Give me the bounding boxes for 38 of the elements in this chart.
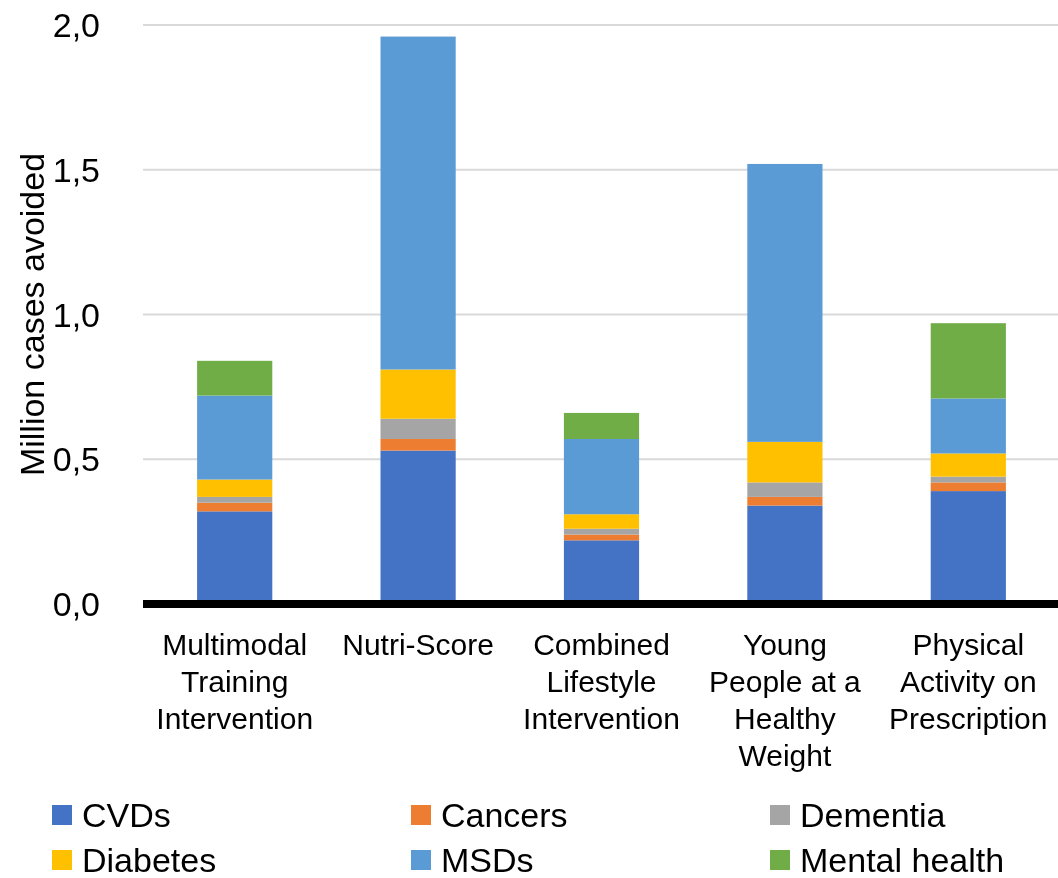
bar — [197, 479, 273, 497]
y-tick-label: 2,0 — [52, 6, 100, 44]
y-tick-label: 0,5 — [52, 440, 100, 479]
y-tick-label: 0,0 — [52, 585, 100, 623]
legend-label: CVDs — [82, 796, 171, 834]
bar — [747, 482, 823, 497]
bar — [563, 528, 640, 535]
x-tick-label: Young People at a Healthy Weight — [709, 627, 862, 772]
bar — [930, 398, 1006, 454]
bar — [380, 369, 456, 419]
x-tick-label: Combined Lifestyle Intervention — [523, 627, 680, 735]
bar — [930, 323, 1006, 399]
bar — [380, 36, 456, 370]
bar — [563, 514, 640, 529]
bar — [197, 395, 273, 480]
bar — [380, 418, 456, 439]
y-tick-label: 1,5 — [52, 150, 100, 189]
bar — [380, 438, 456, 451]
x-tick-label: Multimodal Training Intervention — [156, 627, 314, 735]
y-tick-label: 1,0 — [52, 295, 100, 334]
bar — [747, 496, 823, 506]
legend-label: Cancers — [441, 796, 568, 834]
y-axis-title: Million cases avoided — [13, 152, 51, 477]
legend-label: Mental health — [800, 841, 1005, 878]
bar — [197, 502, 273, 512]
x-tick-label: Physical Activity on Prescription — [889, 627, 1048, 735]
legend-label: MSDs — [441, 841, 534, 878]
bar — [197, 496, 273, 503]
x-tick-label: Nutri-Score — [342, 627, 494, 661]
bar — [930, 482, 1006, 492]
bar — [563, 412, 640, 439]
bar — [930, 453, 1006, 477]
legend-label: Diabetes — [82, 841, 217, 878]
bar — [747, 163, 823, 442]
legend-label: Dementia — [800, 796, 946, 834]
bar — [197, 360, 273, 396]
bar — [747, 441, 823, 483]
bar — [563, 438, 640, 515]
